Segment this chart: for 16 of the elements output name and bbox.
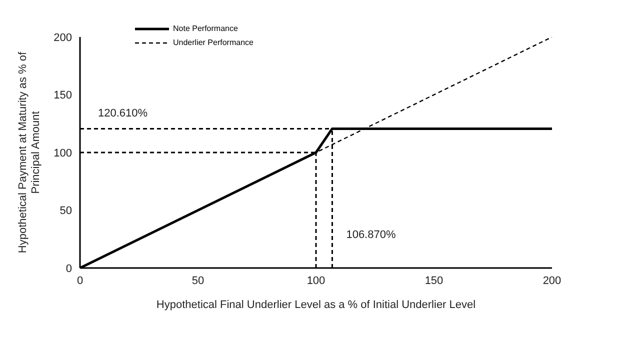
y-tick-label: 50	[60, 205, 72, 218]
x-tick-label: 200	[542, 274, 562, 287]
x-tick-label: 50	[192, 274, 204, 287]
ref-line-label: 106.870%	[346, 229, 396, 241]
x-tick-label: 0	[76, 274, 84, 287]
y-tick-label: 100	[54, 147, 72, 160]
legend-label: Note Performance	[173, 23, 238, 35]
x-axis-title: Hypothetical Final Underlier Level as a % of Initial Underlier Level	[156, 299, 476, 311]
ref-line-label: 120.610%	[98, 108, 148, 120]
y-tick-label: 0	[66, 262, 72, 275]
legend-label: Underlier Performance	[173, 37, 254, 49]
y-tick-label: 200	[54, 32, 72, 44]
x-tick-label: 150	[424, 274, 444, 287]
y-tick-label: 150	[54, 90, 72, 102]
x-tick-label: 100	[306, 274, 326, 287]
y-axis-title: Hypothetical Payment at Maturity as % of Principal Amount	[17, 50, 42, 254]
